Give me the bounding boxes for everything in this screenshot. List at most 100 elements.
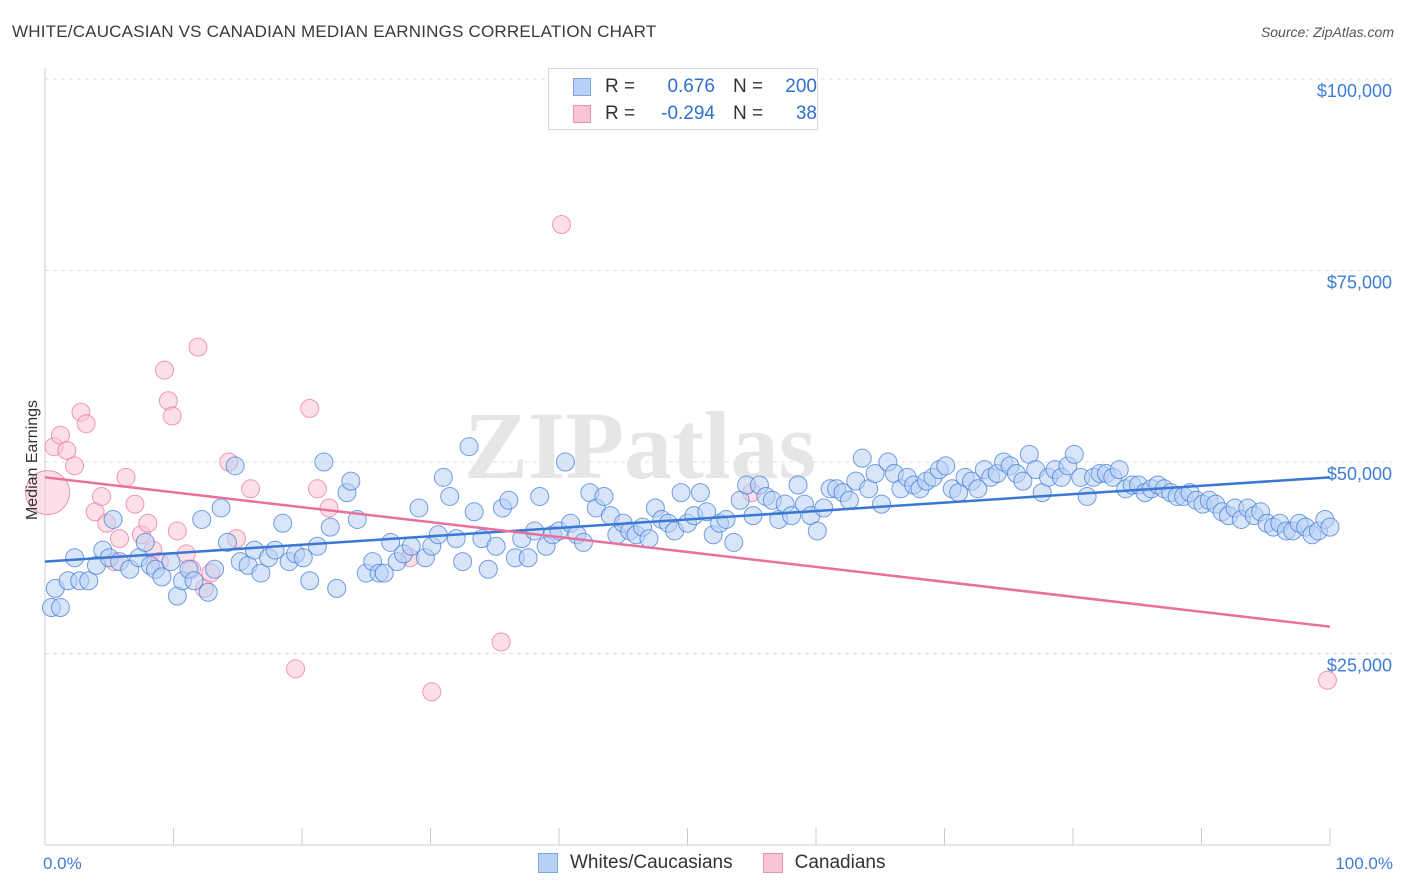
whites-point xyxy=(446,529,466,549)
canadians-point xyxy=(116,467,136,487)
whites-point xyxy=(478,559,498,579)
legend-item-whites[interactable]: Whites/Caucasians xyxy=(538,852,733,874)
whites-point xyxy=(211,498,231,518)
whites-point xyxy=(518,548,538,568)
whites-point xyxy=(697,502,717,522)
whites-point xyxy=(459,437,479,457)
canadians-point xyxy=(552,215,572,235)
canadians-point xyxy=(319,498,339,518)
canadians-point xyxy=(155,360,175,380)
whites-point xyxy=(573,532,593,552)
whites-point xyxy=(161,552,181,572)
canadians-point xyxy=(1317,670,1337,690)
whites-point xyxy=(555,452,575,472)
canadians-point xyxy=(300,398,320,418)
whites-point xyxy=(293,548,313,568)
whites-point xyxy=(690,483,710,503)
whites-point xyxy=(464,502,484,522)
whites-point xyxy=(968,479,988,499)
whites-point xyxy=(251,563,271,583)
y-tick-label: $25,000 xyxy=(1327,656,1392,676)
whites-point xyxy=(320,517,340,537)
y-tick-label: $100,000 xyxy=(1317,81,1392,101)
whites-point xyxy=(639,529,659,549)
whites-point xyxy=(433,467,453,487)
whites-point xyxy=(716,509,736,529)
whites-point xyxy=(1064,444,1084,464)
whites-point xyxy=(341,471,361,491)
legend-swatch-whites xyxy=(538,853,558,873)
whites-point xyxy=(314,452,334,472)
canadians-point xyxy=(138,513,158,533)
legend-swatch-canadians xyxy=(573,105,591,123)
y-tick-label: $50,000 xyxy=(1327,464,1392,484)
whites-point xyxy=(724,532,744,552)
legend-label-whites: Whites/Caucasians xyxy=(570,852,733,873)
canadians-point xyxy=(491,632,511,652)
series-legend: Whites/Caucasians Canadians xyxy=(538,852,915,874)
legend-n-value: 200 xyxy=(785,76,817,97)
y-axis-label: Median Earnings xyxy=(24,400,41,520)
whites-point xyxy=(184,571,204,591)
whites-point xyxy=(1013,471,1033,491)
y-tick-labels: $25,000 $50,000 $75,000 $100,000 xyxy=(1317,81,1392,676)
source-label: Source: ZipAtlas.com xyxy=(1260,24,1394,40)
whites-point xyxy=(530,486,550,506)
whites-point xyxy=(374,563,394,583)
legend-r-value: 0.676 xyxy=(667,76,715,97)
whites-point xyxy=(79,571,99,591)
canadians-point xyxy=(25,470,71,516)
y-tick-label: $75,000 xyxy=(1327,273,1392,293)
whites-point xyxy=(152,567,172,587)
legend-r-label: R = xyxy=(605,76,636,97)
whites-point xyxy=(839,490,859,510)
canadians-point xyxy=(65,456,85,476)
canadians-trend-line xyxy=(44,476,1331,628)
canadians-point xyxy=(241,479,261,499)
legend-label-canadians: Canadians xyxy=(794,852,886,873)
whites-point xyxy=(307,536,327,556)
whites-point xyxy=(135,532,155,552)
canadians-point xyxy=(167,521,187,541)
axes xyxy=(44,68,1331,846)
whites-point xyxy=(1109,460,1129,480)
whites-point xyxy=(409,498,429,518)
whites-point xyxy=(486,536,506,556)
legend-row-whites: R = 0.676 N = 200 xyxy=(549,74,817,100)
whites-point xyxy=(103,509,123,529)
x-tick-label: 0.0% xyxy=(43,854,82,873)
legend-r-value: -0.294 xyxy=(661,103,715,124)
canadians-point xyxy=(286,659,306,679)
legend-item-canadians[interactable]: Canadians xyxy=(762,852,886,874)
chart-title: WHITE/CAUCASIAN VS CANADIAN MEDIAN EARNI… xyxy=(12,22,657,41)
whites-point xyxy=(936,456,956,476)
canadians-point xyxy=(76,414,96,434)
whites-point xyxy=(273,513,293,533)
legend-r-label: R = xyxy=(605,103,636,124)
whites-point xyxy=(217,532,237,552)
whites-point xyxy=(872,494,892,514)
whites-point xyxy=(327,578,347,598)
whites-point xyxy=(205,559,225,579)
whites-point xyxy=(865,463,885,483)
canadians-point xyxy=(307,479,327,499)
whites-point xyxy=(50,598,70,618)
whites-point xyxy=(225,456,245,476)
whites-point xyxy=(192,509,212,529)
canadians-point xyxy=(188,337,208,357)
canadians-point xyxy=(92,486,112,506)
canadians-point xyxy=(57,441,77,461)
x-tick-label: 100.0% xyxy=(1335,854,1393,873)
whites-point xyxy=(300,571,320,591)
whites-point xyxy=(807,521,827,541)
legend-swatch-canadians xyxy=(762,853,783,873)
canadians-point xyxy=(162,406,182,426)
legend-n-label: N = xyxy=(733,103,764,124)
legend-swatch-whites xyxy=(573,78,591,96)
whites-point xyxy=(499,490,519,510)
whites-point xyxy=(594,486,614,506)
whites-point xyxy=(453,552,473,572)
whites-point xyxy=(814,498,834,518)
whites-trend-line xyxy=(44,476,1331,563)
